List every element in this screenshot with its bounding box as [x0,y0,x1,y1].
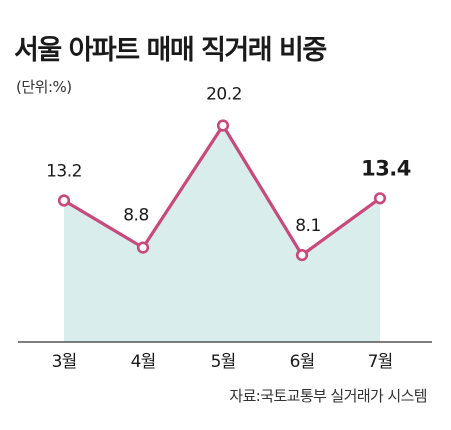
data-point-7월 [373,192,387,205]
labels-layer: 13.2 8.8 20.2 8.1 13.4 [46,85,411,237]
data-label-3월: 13.2 [46,162,82,182]
x-tick-6월: 6월 [290,352,315,372]
area-layer [64,125,380,342]
source-note: 자료:국토교통부 실거래가 시스템 [229,387,427,405]
data-label-5월: 20.2 [206,85,242,105]
x-tick-3월: 3월 [52,352,77,372]
data-label-7월: 13.4 [361,156,411,180]
data-point-3월 [57,194,71,207]
data-label-6월: 8.1 [295,216,321,236]
chart-title: 서울 아파트 매매 직거래 비중 [14,35,327,66]
x-tick-4월: 4월 [131,352,156,372]
points-layer [57,119,387,262]
x-tick-labels: 3월 4월 5월 6월 7월 [52,352,394,372]
unit-label: (단위:%) [16,78,72,96]
data-point-4월 [136,241,150,254]
area-fill [64,125,380,342]
data-label-4월: 8.8 [123,206,149,226]
data-point-5월 [216,119,230,132]
x-tick-7월: 7월 [368,352,393,372]
data-point-6월 [295,249,309,262]
x-tick-5월: 5월 [211,352,236,372]
